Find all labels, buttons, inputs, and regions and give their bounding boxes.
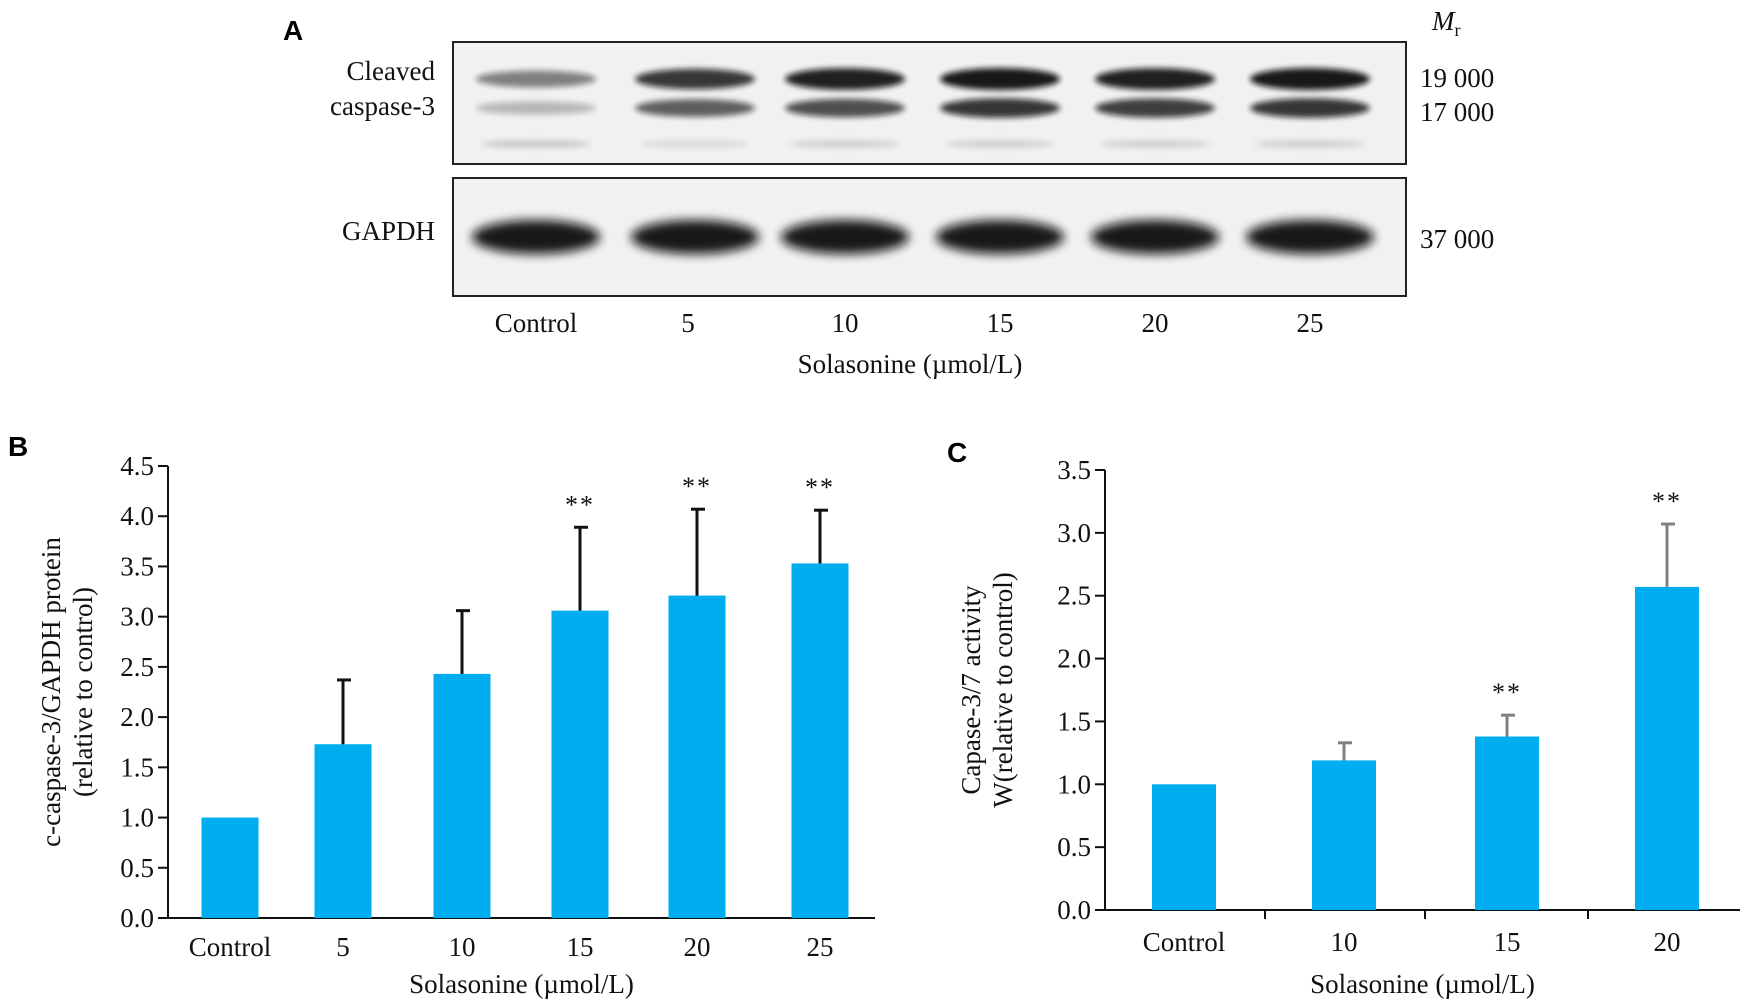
band-gapdh [781, 220, 909, 254]
marker-17000: 17 000 [1420, 97, 1494, 127]
y-tick-label: 1.0 [1057, 769, 1091, 799]
lane-labels: Control 5 10 15 20 25 [495, 308, 1324, 338]
band-19k [940, 68, 1060, 90]
bar [1312, 760, 1376, 910]
y-tick-label: 1.5 [1057, 706, 1091, 736]
y-tick-label: 3.0 [120, 602, 154, 632]
y-tick-label: 1.5 [120, 752, 154, 782]
lane-label: 25 [1297, 308, 1324, 338]
y-tick-label: 0.0 [1057, 895, 1091, 925]
marker-37000: 37 000 [1420, 224, 1494, 254]
band-17k [1095, 98, 1215, 118]
band-19k [1095, 68, 1215, 90]
band-gapdh [472, 220, 600, 254]
band-faint [1100, 140, 1210, 148]
panel-label: B [8, 431, 28, 462]
y-axis-label: Capase-3/7 activityW(relative to control… [956, 572, 1018, 807]
x-tick-label: 10 [449, 932, 476, 962]
band-faint [1255, 140, 1365, 148]
bar [1475, 736, 1539, 910]
x-axis-label: Solasonine (µmol/L) [409, 969, 634, 999]
significance-label: ** [1652, 487, 1682, 516]
caspase-bands [476, 68, 1370, 148]
panel-label-a: A [283, 15, 303, 46]
band-17k [476, 101, 596, 115]
x-tick-label: 20 [1654, 927, 1681, 957]
band-17k [785, 98, 905, 118]
band-19k [1250, 68, 1370, 90]
gapdh-bands [472, 220, 1374, 254]
band-gapdh [631, 220, 759, 254]
band-17k [1250, 98, 1370, 118]
y-tick-label: 4.5 [120, 451, 154, 481]
band-17k [940, 98, 1060, 118]
y-tick-label: 0.0 [120, 903, 154, 933]
x-tick-label: 5 [336, 932, 350, 962]
marker-19000: 19 000 [1420, 63, 1494, 93]
x-tick-label: 25 [807, 932, 834, 962]
row-label-cleaved: Cleaved [347, 56, 436, 86]
bar [433, 673, 491, 918]
y-tick-label: 2.0 [120, 702, 154, 732]
significance-label: ** [565, 490, 595, 519]
y-tick-label: 3.0 [1057, 518, 1091, 548]
band-gapdh [1091, 220, 1219, 254]
row-label-caspase3: caspase-3 [330, 91, 435, 121]
x-tick-label: 10 [1331, 927, 1358, 957]
band-gapdh [936, 220, 1064, 254]
lane-label: 15 [987, 308, 1014, 338]
row-label-gapdh: GAPDH [342, 216, 435, 246]
panel-label: C [947, 437, 967, 468]
bar [314, 744, 372, 918]
y-tick-label: 0.5 [120, 853, 154, 883]
band-faint [945, 140, 1055, 148]
y-tick-label: 1.0 [120, 803, 154, 833]
blot-xlabel: Solasonine (µmol/L) [798, 349, 1023, 379]
bar [201, 817, 259, 918]
y-tick-label: 2.5 [120, 652, 154, 682]
y-axis-label: c-caspase-3/GAPDH protein(relative to co… [36, 537, 98, 847]
y-tick-label: 2.0 [1057, 644, 1091, 674]
lane-label: 20 [1142, 308, 1169, 338]
y-tick-label: 2.5 [1057, 581, 1091, 611]
y-tick-label: 0.5 [1057, 832, 1091, 862]
lane-label: 10 [832, 308, 859, 338]
y-tick-label: 3.5 [120, 551, 154, 581]
significance-label: ** [1492, 678, 1522, 707]
bar [1152, 784, 1216, 910]
chart-panel-b: B 0.0 0.5 1.0 1.5 2.0 2.5 3.0 3.5 4.0 4.5 Control 5 1… [8, 431, 875, 999]
band-faint [640, 140, 750, 148]
band-gapdh [1246, 220, 1374, 254]
x-tick-label: 20 [684, 932, 711, 962]
x-tick-label: Control [1143, 927, 1226, 957]
band-19k [635, 68, 755, 90]
x-tick-label: Control [189, 932, 272, 962]
band-faint [790, 140, 900, 148]
significance-label: ** [805, 473, 835, 502]
band-19k [785, 68, 905, 90]
band-19k [476, 70, 596, 88]
x-axis-label: Solasonine (µmol/L) [1310, 969, 1535, 999]
bar [1635, 586, 1699, 910]
x-tick-label: 15 [1494, 927, 1521, 957]
lane-label: Control [495, 308, 578, 338]
western-blot-panel: A Mr Cleaved caspase-3 GAPDH 19 000 17 0… [283, 6, 1494, 379]
mr-label: Mr [1431, 6, 1461, 40]
bar [668, 595, 726, 918]
x-tick-label: 15 [567, 932, 594, 962]
band-17k [635, 99, 755, 117]
y-tick-label: 3.5 [1057, 455, 1091, 485]
chart-panel-c: C 0.0 0.5 1.0 1.5 2.0 2.5 3.0 3.5 Control 10 ** 15 **… [947, 437, 1740, 999]
significance-label: ** [682, 472, 712, 501]
bar [551, 610, 609, 918]
y-tick-label: 4.0 [120, 501, 154, 531]
band-faint [481, 140, 591, 148]
blot-box-caspase [452, 41, 1407, 165]
lane-label: 5 [681, 308, 695, 338]
bar [791, 563, 849, 918]
